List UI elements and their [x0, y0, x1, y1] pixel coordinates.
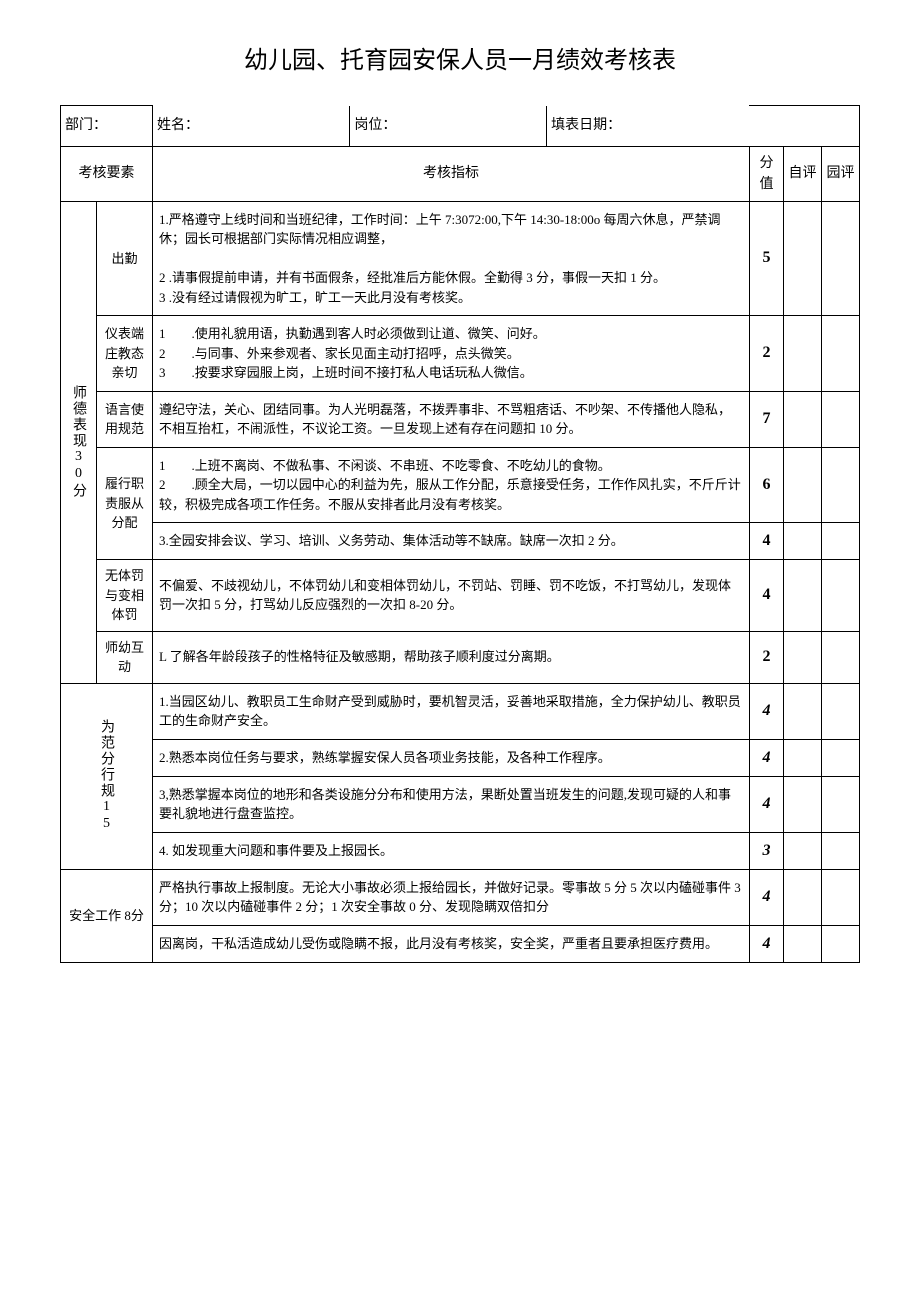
row-content: 4. 如发现重大问题和事件要及上报园长。	[153, 832, 750, 869]
row-label: 师幼互动	[97, 631, 153, 683]
self-score[interactable]	[783, 316, 821, 392]
self-score[interactable]	[783, 631, 821, 683]
table-row: 履行职责服从分配 1 .上班不离岗、不做私事、不闲谈、不串班、不吃零食、不吃幼儿…	[61, 447, 860, 523]
col-score: 分值	[749, 146, 783, 201]
table-row: 4. 如发现重大问题和事件要及上报园长。 3	[61, 832, 860, 869]
self-score[interactable]	[783, 776, 821, 832]
self-score[interactable]	[783, 832, 821, 869]
garden-score[interactable]	[821, 925, 859, 962]
name-label: 姓名：	[153, 106, 350, 146]
table-row: 语言使用规范 遵纪守法，关心、团结同事。为人光明磊落，不拨弄事非、不骂粗痞话、不…	[61, 391, 860, 447]
garden-score[interactable]	[821, 869, 859, 925]
row-label: 出勤	[97, 201, 153, 316]
table-row: 师德表现30分 出勤 1.严格遵守上线时间和当班纪律，工作时间：上午 7:307…	[61, 201, 860, 316]
table-row: 2.熟悉本岗位任务与要求，熟练掌握安保人员各项业务技能，及各种工作程序。 4	[61, 739, 860, 776]
self-score[interactable]	[783, 739, 821, 776]
garden-score[interactable]	[821, 832, 859, 869]
row-label: 语言使用规范	[97, 391, 153, 447]
row-content: L 了解各年龄段孩子的性格特征及敏感期，帮助孩子顺利度过分离期。	[153, 631, 750, 683]
col-factor: 考核要素	[61, 146, 153, 201]
section3-title: 安全工作 8分	[61, 869, 153, 962]
self-score[interactable]	[783, 391, 821, 447]
row-content: 严格执行事故上报制度。无论大小事故必须上报给园长，并做好记录。零事故 5 分 5…	[153, 869, 750, 925]
col-indicator: 考核指标	[153, 146, 750, 201]
row-score: 2	[749, 631, 783, 683]
self-score[interactable]	[783, 925, 821, 962]
table-row: 为范分行规15 1.当园区幼儿、教职员工生命财产受到威胁时，要机智灵活，妥善地采…	[61, 683, 860, 739]
info-header-row: 部门： 姓名： 岗位： 填表日期：	[61, 106, 860, 147]
col-self: 自评	[783, 146, 821, 201]
row-score: 4	[749, 523, 783, 560]
col-garden: 园评	[821, 146, 859, 201]
row-content: 1 .上班不离岗、不做私事、不闲谈、不串班、不吃零食、不吃幼儿的食物。 2 .顾…	[153, 447, 750, 523]
garden-score[interactable]	[821, 447, 859, 523]
table-row: 3.全园安排会议、学习、培训、义务劳动、集体活动等不缺席。缺席一次扣 2 分。 …	[61, 523, 860, 560]
row-score: 7	[749, 391, 783, 447]
garden-score[interactable]	[821, 776, 859, 832]
column-headers: 考核要素 考核指标 分值 自评 园评	[61, 146, 860, 201]
table-row: 师幼互动 L 了解各年龄段孩子的性格特征及敏感期，帮助孩子顺利度过分离期。 2	[61, 631, 860, 683]
name-position-date: 姓名： 岗位： 填表日期：	[153, 106, 750, 147]
date-label: 填表日期：	[547, 106, 750, 146]
row-score: 4	[749, 683, 783, 739]
position-label: 岗位：	[350, 106, 547, 146]
row-label: 仪表端庄教态亲切	[97, 316, 153, 392]
garden-score[interactable]	[821, 391, 859, 447]
table-row: 因离岗，干私活造成幼儿受伤或隐瞒不报，此月没有考核奖，安全奖，严重者且要承担医疗…	[61, 925, 860, 962]
row-score: 2	[749, 316, 783, 392]
page-title: 幼儿园、托育园安保人员一月绩效考核表	[60, 40, 860, 75]
row-score: 4	[749, 869, 783, 925]
section2-title: 为范分行规15	[61, 683, 153, 869]
row-content: 1.严格遵守上线时间和当班纪律，工作时间：上午 7:3072:00,下午 14:…	[153, 201, 750, 316]
garden-score[interactable]	[821, 201, 859, 316]
evaluation-table: 部门： 姓名： 岗位： 填表日期： 考核要素 考核指标 分值 自评 园评 师德表…	[60, 105, 860, 963]
garden-score[interactable]	[821, 739, 859, 776]
row-score: 6	[749, 447, 783, 523]
self-score[interactable]	[783, 523, 821, 560]
row-score: 4	[749, 560, 783, 632]
row-score: 4	[749, 925, 783, 962]
garden-score[interactable]	[821, 631, 859, 683]
row-score: 5	[749, 201, 783, 316]
row-score: 3	[749, 832, 783, 869]
garden-score[interactable]	[821, 560, 859, 632]
garden-score[interactable]	[821, 683, 859, 739]
row-score: 4	[749, 739, 783, 776]
row-content: 遵纪守法，关心、团结同事。为人光明磊落，不拨弄事非、不骂粗痞话、不吵架、不传播他…	[153, 391, 750, 447]
row-content: 1.当园区幼儿、教职员工生命财产受到威胁时，要机智灵活，妥善地采取措施，全力保护…	[153, 683, 750, 739]
row-label: 履行职责服从分配	[97, 447, 153, 560]
garden-score[interactable]	[821, 523, 859, 560]
self-score[interactable]	[783, 869, 821, 925]
row-content: 1 .使用礼貌用语，执勤遇到客人时必须做到让道、微笑、问好。 2 .与同事、外来…	[153, 316, 750, 392]
dept-label: 部门：	[61, 106, 153, 147]
row-content: 3.全园安排会议、学习、培训、义务劳动、集体活动等不缺席。缺席一次扣 2 分。	[153, 523, 750, 560]
self-score[interactable]	[783, 447, 821, 523]
row-label: 无体罚与变相体罚	[97, 560, 153, 632]
row-content: 2.熟悉本岗位任务与要求，熟练掌握安保人员各项业务技能，及各种工作程序。	[153, 739, 750, 776]
self-score[interactable]	[783, 683, 821, 739]
table-row: 安全工作 8分 严格执行事故上报制度。无论大小事故必须上报给园长，并做好记录。零…	[61, 869, 860, 925]
garden-score[interactable]	[821, 316, 859, 392]
table-row: 无体罚与变相体罚 不偏爱、不歧视幼儿，不体罚幼儿和变相体罚幼儿，不罚站、罚睡、罚…	[61, 560, 860, 632]
self-score[interactable]	[783, 201, 821, 316]
row-score: 4	[749, 776, 783, 832]
section1-title: 师德表现30分	[61, 201, 97, 683]
self-score[interactable]	[783, 560, 821, 632]
row-content: 因离岗，干私活造成幼儿受伤或隐瞒不报，此月没有考核奖，安全奖，严重者且要承担医疗…	[153, 925, 750, 962]
table-row: 仪表端庄教态亲切 1 .使用礼貌用语，执勤遇到客人时必须做到让道、微笑、问好。 …	[61, 316, 860, 392]
row-content: 3,熟悉掌握本岗位的地形和各类设施分分布和使用方法，果断处置当班发生的问题,发现…	[153, 776, 750, 832]
row-content: 不偏爱、不歧视幼儿，不体罚幼儿和变相体罚幼儿，不罚站、罚睡、罚不吃饭，不打骂幼儿…	[153, 560, 750, 632]
table-row: 3,熟悉掌握本岗位的地形和各类设施分分布和使用方法，果断处置当班发生的问题,发现…	[61, 776, 860, 832]
